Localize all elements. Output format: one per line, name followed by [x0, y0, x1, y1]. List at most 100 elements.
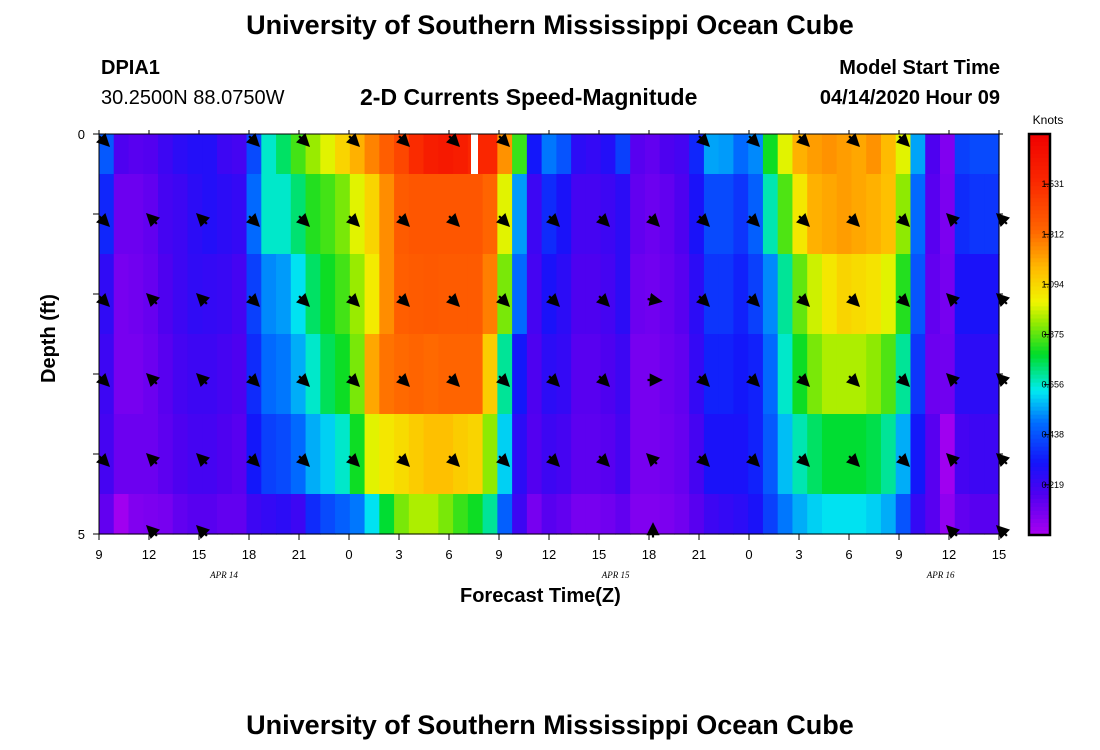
heatmap-cell: [231, 414, 248, 495]
current-vector-arrow: [746, 293, 761, 308]
heatmap-cell: [585, 494, 602, 535]
heatmap-cell: [158, 494, 174, 535]
current-vector-arrow: [796, 133, 811, 148]
heatmap-cell: [231, 174, 248, 255]
heatmap-cell: [851, 254, 867, 335]
heatmap-cell: [497, 414, 513, 495]
heatmap-cell: [807, 134, 823, 175]
heatmap-cell: [600, 334, 616, 415]
heatmap-cell: [954, 134, 971, 175]
heatmap-cell: [143, 414, 159, 495]
current-vector-arrow: [145, 212, 160, 227]
station-id: DPIA1: [101, 57, 160, 79]
heatmap-cell: [777, 414, 794, 495]
heatmap-cell: [408, 134, 425, 175]
heatmap-cell: [394, 254, 410, 335]
heatmap-cell: [172, 134, 189, 175]
heatmap-cell: [615, 254, 631, 335]
heatmap-cell: [851, 414, 867, 495]
heatmap-cell: [335, 174, 351, 255]
heatmap-cell: [925, 414, 941, 495]
heatmap-cell: [585, 334, 602, 415]
heatmap-cell: [320, 134, 336, 175]
current-vector-arrow: [945, 452, 960, 467]
heatmap-cell: [482, 174, 498, 255]
heatmap-cell: [969, 414, 985, 495]
heatmap-cell: [836, 174, 853, 255]
colorbar-segment: [1029, 306, 1050, 312]
heatmap-cell: [290, 414, 307, 495]
heatmap-cell: [467, 334, 484, 415]
colorbar-segment: [1029, 254, 1050, 259]
heatmap-cell: [630, 334, 646, 415]
heatmap-cell: [158, 414, 174, 495]
current-vector-arrow: [346, 133, 361, 148]
colorbar-segment: [1029, 242, 1050, 247]
heatmap-cell: [261, 134, 277, 175]
heatmap-cell: [910, 334, 926, 415]
heatmap-cell: [99, 334, 115, 415]
footer-title: University of Southern Mississippi Ocean…: [246, 710, 854, 740]
heatmap-cell: [113, 174, 130, 255]
heatmap-cell: [777, 494, 794, 535]
heatmap-cell: [748, 174, 764, 255]
current-vector-arrow: [195, 524, 210, 539]
x-tick-label: 15: [992, 547, 1006, 562]
x-tick-label: 12: [542, 547, 556, 562]
colorbar-segment: [1029, 366, 1050, 372]
current-vector-arrow: [195, 212, 210, 227]
heatmap-cell: [880, 134, 897, 175]
heatmap-cell: [984, 334, 1000, 415]
heatmap-cell: [718, 134, 735, 175]
heatmap-cell: [630, 134, 646, 175]
heatmap-cell: [423, 414, 439, 495]
heatmap-cell: [910, 254, 926, 335]
heatmap-cell: [113, 414, 130, 495]
heatmap-cell: [821, 254, 838, 335]
colorbar-segment: [1029, 410, 1050, 416]
colorbar-segment: [1029, 474, 1050, 480]
heatmap-cell: [290, 494, 307, 535]
heatmap-cell: [748, 414, 764, 495]
heatmap-cell: [526, 494, 543, 535]
heatmap-cell: [541, 174, 557, 255]
colorbar-segment: [1029, 498, 1050, 504]
current-vector-arrow: [596, 373, 611, 388]
heatmap-cell: [689, 494, 705, 535]
heatmap-cell: [556, 134, 572, 175]
heatmap-cell: [571, 494, 587, 535]
heatmap-cell: [792, 134, 808, 175]
colorbar-segment: [1029, 454, 1050, 460]
heatmap-cell: [939, 254, 956, 335]
heatmap-cell: [99, 414, 115, 495]
heatmap-cell: [99, 254, 115, 335]
heatmap-cell: [762, 414, 779, 495]
heatmap-cell: [305, 134, 321, 175]
colorbar-segment: [1029, 326, 1050, 332]
colorbar-segment: [1029, 478, 1050, 484]
current-vector-arrow: [496, 133, 511, 148]
heatmap-cell: [349, 254, 366, 335]
colorbar-segment: [1029, 390, 1050, 396]
heatmap-cell: [851, 494, 867, 535]
colorbar-segment: [1029, 190, 1050, 195]
heatmap-cell: [615, 494, 631, 535]
colorbar-segment: [1029, 482, 1050, 488]
current-vector-arrow: [646, 213, 661, 228]
colorbar-segment: [1029, 346, 1050, 352]
heatmap-cell: [394, 494, 410, 535]
heatmap-cell: [600, 254, 616, 335]
heatmap-cell: [113, 494, 130, 535]
current-vector-arrow: [96, 293, 111, 308]
heatmap-cell: [718, 334, 735, 415]
heatmap-cell: [821, 494, 838, 535]
heatmap-cell: [290, 174, 307, 255]
current-vector-arrow: [846, 293, 861, 308]
heatmap-cell: [939, 494, 956, 535]
heatmap-cell: [276, 254, 292, 335]
day-label: APR 14: [209, 570, 238, 580]
heatmap-cell: [777, 174, 794, 255]
colorbar-segment: [1029, 178, 1050, 183]
current-vector-arrow: [96, 373, 111, 388]
heatmap-cell: [231, 254, 248, 335]
